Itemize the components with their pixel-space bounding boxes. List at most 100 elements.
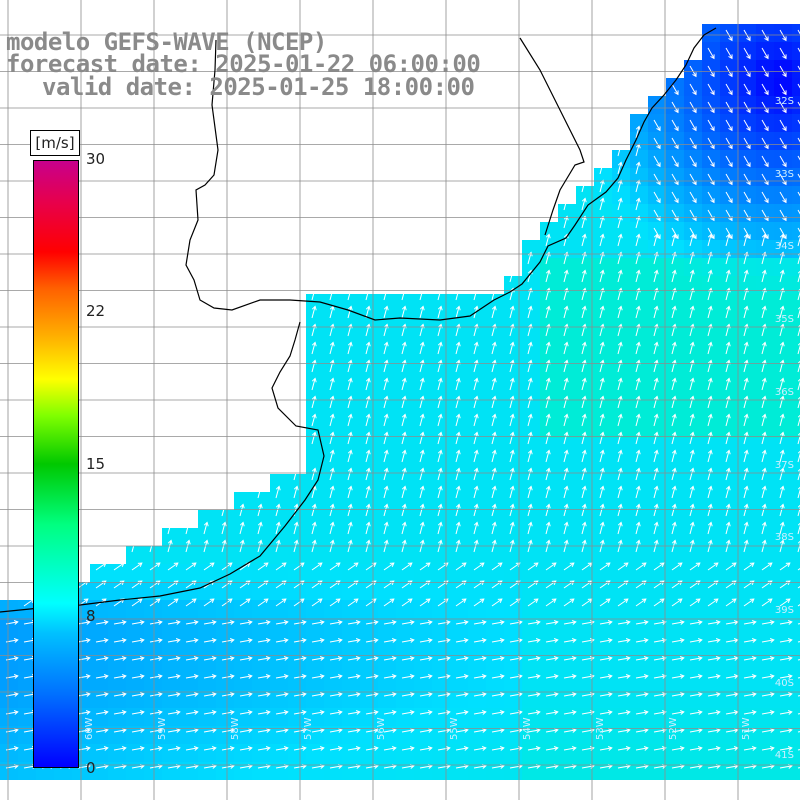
wind-speed-cell bbox=[684, 114, 702, 132]
wind-speed-cell bbox=[270, 546, 288, 564]
wind-arrow-head bbox=[743, 539, 749, 545]
wind-arrow bbox=[617, 693, 630, 697]
wind-arrow bbox=[437, 729, 450, 733]
wind-arrow-head bbox=[761, 341, 767, 347]
wind-arrow bbox=[455, 522, 460, 535]
wind-arrow bbox=[761, 47, 769, 59]
wind-arrow-head bbox=[782, 36, 787, 42]
wind-speed-cell bbox=[558, 384, 576, 402]
wind-arrow-head bbox=[281, 580, 287, 585]
wind-speed-cell bbox=[630, 150, 648, 168]
wind-speed-cell bbox=[432, 366, 450, 384]
wind-arrow bbox=[635, 657, 648, 661]
wind-arrow bbox=[473, 675, 486, 679]
wind-arrow-head bbox=[85, 638, 91, 643]
wind-speed-cell bbox=[684, 510, 702, 528]
wind-arrow-head bbox=[491, 359, 497, 365]
wind-arrow-head bbox=[553, 674, 559, 679]
wind-arrow bbox=[653, 119, 661, 131]
wind-speed-cell bbox=[774, 258, 792, 276]
wind-arrow-head bbox=[257, 485, 263, 491]
wind-arrow-head bbox=[427, 692, 433, 697]
wind-speed-cell bbox=[630, 600, 648, 618]
wind-arrow bbox=[221, 693, 234, 697]
wind-arrow bbox=[761, 450, 766, 463]
wind-arrow-head bbox=[635, 197, 641, 203]
wind-arrow-head bbox=[692, 90, 697, 96]
wind-arrow bbox=[491, 468, 496, 481]
wind-arrow bbox=[671, 155, 679, 167]
wind-arrow-head bbox=[769, 674, 775, 679]
wind-arrow-head bbox=[355, 746, 361, 751]
wind-speed-cell bbox=[540, 492, 558, 510]
wind-arrow bbox=[545, 468, 550, 481]
wind-arrow bbox=[365, 378, 370, 391]
wind-arrow bbox=[167, 621, 180, 625]
lat-label: 37S bbox=[774, 460, 794, 471]
wind-speed-cell bbox=[648, 528, 666, 546]
wind-speed-cell bbox=[738, 168, 756, 186]
wind-arrow bbox=[563, 270, 568, 283]
wind-arrow-head bbox=[193, 674, 199, 679]
wind-arrow bbox=[635, 504, 640, 517]
wind-speed-cell bbox=[360, 582, 378, 600]
wind-arrow bbox=[491, 342, 496, 355]
wind-arrow-head bbox=[527, 269, 533, 275]
wind-speed-cell bbox=[342, 366, 360, 384]
wind-arrow-head bbox=[101, 562, 107, 567]
wind-arrow bbox=[581, 342, 586, 355]
wind-arrow bbox=[635, 126, 640, 139]
wind-arrow bbox=[725, 378, 730, 391]
wind-arrow bbox=[383, 468, 388, 481]
wind-speed-cell bbox=[756, 564, 774, 582]
wind-arrow-head bbox=[419, 341, 425, 347]
wind-arrow-head bbox=[527, 431, 533, 437]
wind-speed-cell bbox=[774, 240, 792, 258]
wind-arrow bbox=[347, 621, 360, 625]
wind-arrow bbox=[401, 765, 414, 769]
wind-arrow-head bbox=[509, 341, 515, 347]
wind-arrow-head bbox=[617, 341, 623, 347]
wind-speed-cell bbox=[306, 564, 324, 582]
wind-arrow bbox=[707, 306, 712, 319]
wind-arrow-head bbox=[121, 710, 127, 715]
wind-arrow bbox=[437, 432, 442, 445]
wind-arrow-head bbox=[689, 305, 695, 311]
wind-speed-cell bbox=[774, 402, 792, 420]
wind-arrow-head bbox=[707, 359, 713, 365]
wind-arrow-head bbox=[211, 638, 217, 643]
wind-arrow-head bbox=[409, 692, 415, 697]
wind-speed-cell bbox=[612, 456, 630, 474]
wind-speed-cell bbox=[378, 528, 396, 546]
wind-speed-cell bbox=[684, 456, 702, 474]
wind-arrow-head bbox=[329, 431, 335, 437]
wind-arrow-head bbox=[479, 562, 485, 567]
wind-arrow-head bbox=[319, 638, 325, 643]
wind-arrow bbox=[797, 119, 800, 125]
wind-arrow bbox=[725, 155, 733, 167]
wind-arrow bbox=[491, 747, 504, 751]
wind-speed-cell bbox=[504, 438, 522, 456]
wind-arrow bbox=[779, 598, 791, 607]
wind-arrow bbox=[419, 729, 432, 733]
wind-speed-cell bbox=[630, 276, 648, 294]
wind-arrow-head bbox=[689, 341, 695, 347]
wind-arrow-head bbox=[710, 180, 715, 186]
wind-arrow-head bbox=[535, 728, 541, 733]
wind-arrow-head bbox=[563, 485, 569, 491]
wind-arrow bbox=[779, 468, 784, 481]
wind-arrow bbox=[779, 155, 787, 167]
wind-arrow bbox=[761, 432, 766, 445]
wind-arrow bbox=[275, 504, 280, 517]
wind-arrow-head bbox=[607, 746, 613, 751]
wind-arrow-head bbox=[581, 233, 587, 239]
wind-arrow bbox=[635, 765, 648, 769]
wind-arrow-head bbox=[427, 638, 433, 643]
wind-arrow-head bbox=[643, 638, 649, 643]
wind-arrow-head bbox=[625, 746, 631, 751]
wind-arrow-head bbox=[299, 580, 305, 585]
wind-speed-cell bbox=[666, 78, 684, 96]
wind-arrow bbox=[617, 468, 622, 481]
wind-arrow-head bbox=[347, 341, 353, 347]
wind-arrow bbox=[563, 450, 568, 463]
